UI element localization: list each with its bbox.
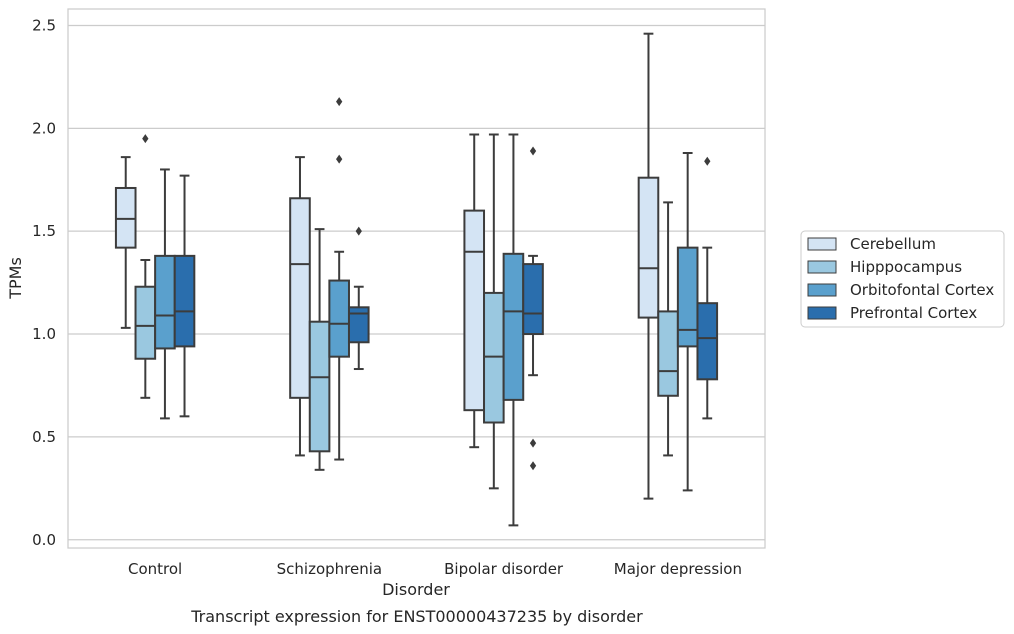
legend-swatch: [807, 260, 837, 274]
y-tick-label: 1.5: [32, 222, 56, 240]
box: [483, 291, 505, 424]
box: [502, 252, 525, 401]
box-group-orbitofontal-cortex: [154, 168, 176, 420]
y-axis-label: TPMs: [6, 257, 25, 300]
box: [328, 279, 350, 358]
outlier-point: [336, 154, 343, 164]
box: [637, 176, 660, 319]
x-tick-label: Major depression: [614, 560, 742, 578]
box: [676, 246, 699, 348]
chart-caption: Transcript expression for ENST0000043723…: [190, 607, 643, 626]
outlier-point: [529, 438, 537, 448]
box: [696, 302, 719, 381]
y-tick-label: 2.0: [32, 119, 56, 137]
box-group-cerebellum: [114, 156, 137, 329]
y-tick-label: 0.0: [32, 531, 56, 549]
outlier-point: [704, 156, 711, 166]
y-tick-labels: 0.0 0.5 1.0 1.5 2.0 2.5: [32, 16, 56, 548]
box-group-cerebellum: [463, 133, 486, 449]
outlier-point: [529, 461, 537, 471]
box: [114, 186, 137, 249]
legend-label: Orbitofontal Cortex: [850, 281, 994, 299]
y-tick-label: 0.5: [32, 428, 56, 446]
plot-frame: [67, 8, 766, 549]
box: [173, 254, 196, 348]
legend: Cerebellum Hipppocampus Orbitofontal Corte…: [800, 230, 1005, 328]
box: [347, 306, 370, 344]
box: [154, 254, 176, 350]
plot-marks: [114, 32, 719, 527]
legend-frame: [800, 230, 1005, 328]
box: [134, 285, 157, 360]
box-group-orbitofontal-cortex: [502, 133, 525, 527]
box: [522, 263, 544, 336]
legend-swatch: [807, 306, 837, 320]
box: [289, 197, 311, 399]
box-group-prefrontal-cortex: [696, 156, 719, 420]
box-group-hipppocampus: [657, 201, 679, 457]
x-tick-label: Schizophrenia: [277, 560, 382, 578]
box: [657, 310, 679, 397]
box-group-cerebellum: [637, 32, 660, 500]
outlier-point: [336, 97, 343, 107]
x-tick-label: Bipolar disorder: [444, 560, 564, 578]
x-tick-label: Control: [128, 560, 182, 578]
x-tick-labels: Control Schizophrenia Bipolar disorder Majo…: [128, 560, 742, 578]
legend-swatch: [807, 283, 837, 297]
legend-label: Cerebellum: [850, 235, 936, 253]
y-tick-label: 2.5: [32, 16, 56, 34]
box-group-prefrontal-cortex: [522, 146, 544, 471]
box-group-hipppocampus: [134, 134, 157, 399]
box-group-prefrontal-cortex: [347, 226, 370, 371]
box-group-prefrontal-cortex: [173, 174, 196, 418]
outlier-point: [355, 226, 362, 236]
x-axis-label: Disorder: [382, 580, 450, 599]
box-group-cerebellum: [289, 156, 311, 457]
outlier-point: [142, 134, 149, 144]
box: [463, 209, 486, 412]
box-group-hipppocampus: [308, 228, 331, 471]
box-group-hipppocampus: [483, 133, 505, 490]
y-tick-label: 1.0: [32, 325, 56, 343]
outlier-point: [529, 146, 537, 156]
box-group-orbitofontal-cortex: [676, 152, 699, 492]
box-group-orbitofontal-cortex: [328, 97, 350, 461]
legend-label: Prefrontal Cortex: [850, 304, 977, 322]
legend-swatch: [807, 237, 837, 251]
legend-label: Hipppocampus: [850, 258, 962, 276]
box: [308, 320, 331, 453]
